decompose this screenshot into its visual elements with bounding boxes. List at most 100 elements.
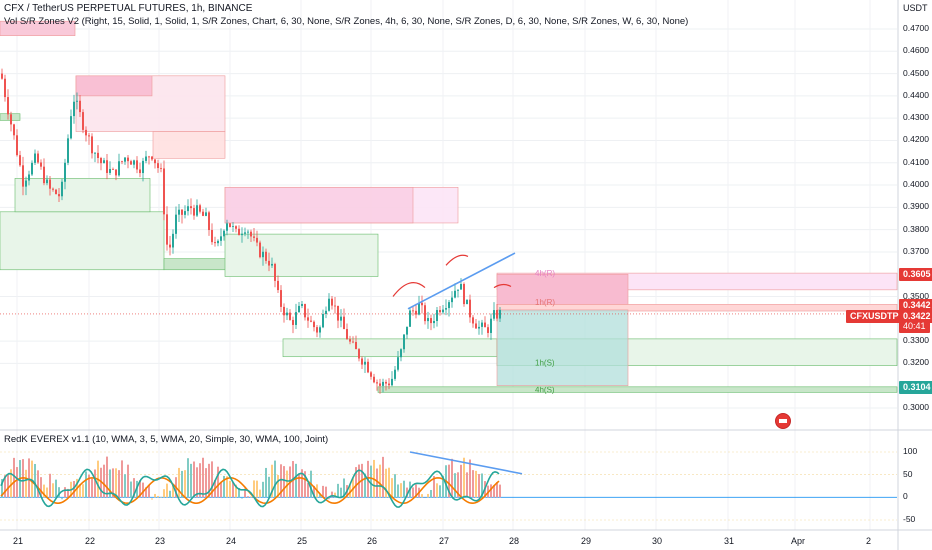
candle-body (118, 161, 120, 176)
candle-body (211, 230, 213, 243)
candle-body (13, 124, 15, 136)
candle-body (463, 284, 465, 305)
osc-bar (142, 482, 144, 498)
osc-bar (250, 496, 252, 498)
candle-body (334, 305, 336, 307)
osc-tick-label: 100 (903, 446, 918, 456)
candle-body (403, 334, 405, 350)
us-flag-icon[interactable] (775, 413, 791, 429)
osc-bar (55, 479, 57, 498)
osc-bar (247, 496, 249, 498)
candle-body (28, 174, 30, 181)
candle-body (31, 162, 33, 175)
osc-bar (433, 476, 435, 498)
osc-bar (130, 481, 132, 498)
candle-body (112, 168, 114, 170)
candle-body (193, 208, 195, 216)
candle-body (34, 153, 36, 163)
candle-body (304, 304, 306, 318)
osc-bar (382, 456, 384, 498)
candle-body (448, 302, 450, 309)
candle-body (415, 310, 417, 315)
osc-tick-label: 0 (903, 491, 908, 502)
candle-body (382, 381, 384, 386)
osc-bar (184, 470, 186, 498)
candle-body (16, 135, 18, 156)
candle-body (172, 233, 174, 248)
osc-slow-line (0, 476, 500, 505)
candle-body (238, 228, 240, 236)
candle-body (133, 160, 135, 165)
osc-bar (274, 460, 276, 498)
candle-body (385, 381, 387, 384)
candle-body (4, 78, 6, 98)
position-target-zone (496, 309, 629, 387)
candle-body (325, 310, 327, 314)
candle-body (499, 310, 501, 319)
oscillator-legend[interactable]: RedK EVEREX v1.1 (10, WMA, 3, 5, WMA, 20… (4, 434, 329, 445)
time-tick-label: 24 (226, 536, 237, 546)
osc-bar (277, 475, 279, 498)
price-tick-label: 0.3000 (903, 402, 929, 412)
candle-body (61, 181, 63, 197)
arc-head (445, 254, 469, 266)
candle-body (427, 318, 429, 322)
candle-body (457, 289, 459, 291)
candle-body (412, 310, 414, 312)
time-tick-label: 22 (85, 536, 96, 546)
osc-bar (295, 463, 297, 498)
zone-resistance-1h (75, 75, 153, 97)
label-4h-support: 4h(S) (535, 386, 555, 395)
candle-body (337, 305, 339, 321)
zone-support-a (0, 211, 165, 271)
candle-body (220, 236, 222, 241)
candle-body (73, 101, 75, 117)
osc-bar (253, 480, 255, 498)
osc-bar (271, 464, 273, 498)
candle-body (481, 322, 483, 327)
candle-body (289, 312, 291, 320)
osc-bar (124, 474, 126, 498)
time-tick-label: 26 (367, 536, 378, 546)
current-price-badge: 0.3422 (899, 310, 932, 323)
candle-body (142, 160, 144, 174)
candle-body (121, 161, 123, 163)
oscillator-pane (0, 451, 897, 521)
candle-body (280, 290, 282, 307)
candle-body (478, 326, 480, 329)
label-1h-resistance: 1h(R) (535, 298, 555, 307)
osc-bar (343, 478, 345, 498)
osc-bar (13, 457, 15, 498)
osc-bar (457, 472, 459, 498)
osc-bar (322, 485, 324, 498)
candle-body (187, 206, 189, 212)
osc-bar (133, 478, 135, 498)
candle-body (58, 194, 60, 197)
candle-body (136, 160, 138, 170)
candle-body (250, 231, 252, 237)
candle-body (76, 100, 78, 102)
osc-bar (379, 464, 381, 498)
osc-bar (394, 474, 396, 498)
osc-bar (139, 480, 141, 498)
candle-body (376, 382, 378, 384)
symbol-title[interactable]: CFX / TetherUS PERPETUAL FUTURES, 1h, BI… (4, 3, 253, 14)
osc-bar (244, 488, 246, 498)
indicator-legend[interactable]: Vol S/R Zones V2 (Right, 15, Solid, 1, S… (4, 16, 689, 27)
osc-bar (148, 485, 150, 498)
time-tick-label: 2 (866, 536, 872, 546)
candle-body (160, 168, 162, 169)
candle-body (268, 260, 270, 266)
candle-body (244, 232, 246, 234)
price-tick-label: 0.3700 (903, 245, 929, 256)
osc-bar (217, 466, 219, 498)
candle-body (295, 312, 297, 325)
candle-body (97, 152, 99, 158)
candle-body (229, 223, 231, 228)
osc-bar (466, 472, 468, 498)
time-tick-label: 29 (581, 536, 592, 546)
candle-body (91, 136, 93, 154)
osc-bar (73, 481, 75, 498)
time-tick-label: 30 (652, 536, 663, 546)
